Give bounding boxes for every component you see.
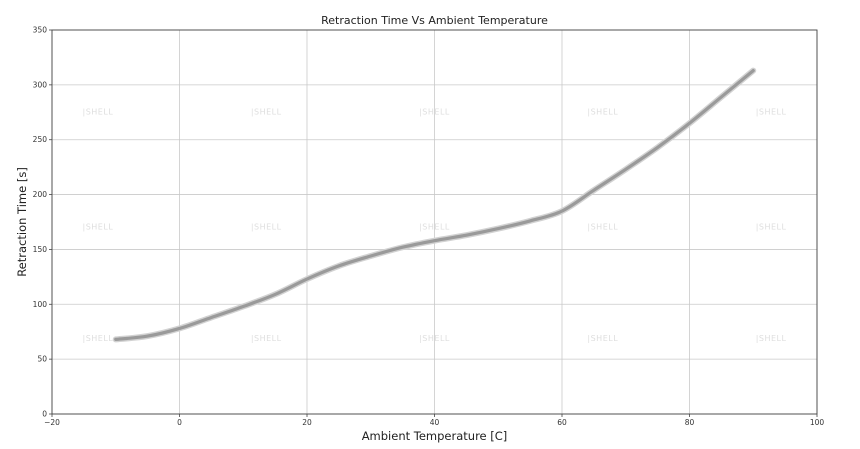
y-tick-label: 50 (37, 355, 47, 364)
watermark-text: |SHELL (83, 107, 114, 116)
watermark-text: |SHELL (251, 334, 282, 343)
watermark-text: |SHELL (756, 107, 787, 116)
y-tick-label: 150 (33, 245, 48, 254)
gridlines (51, 29, 818, 415)
y-tick-label: 300 (33, 80, 48, 89)
watermark-text: |SHELL (587, 223, 618, 232)
watermark-text: |SHELL (251, 223, 282, 232)
x-tick-label: 0 (177, 418, 182, 427)
watermark-text: |SHELL (83, 223, 114, 232)
y-tick-label: 200 (33, 190, 48, 199)
x-tick-label: 100 (810, 418, 825, 427)
x-tick-label: −20 (44, 418, 60, 427)
watermarks: |SHELL |SHELL |SHELL |SHELL |SHELL |SHELL |SHE… (83, 107, 787, 343)
watermark-text: |SHELL (419, 223, 450, 232)
x-tick-label: 20 (302, 418, 312, 427)
watermark-text: |SHELL (83, 334, 114, 343)
watermark-text: |SHELL (419, 334, 450, 343)
chart-title: Retraction Time Vs Ambient Temperature (321, 14, 548, 27)
watermark-text: |SHELL (587, 334, 618, 343)
series-layer (112, 67, 757, 343)
watermark-text: |SHELL (587, 107, 618, 116)
y-tick-label: 100 (33, 300, 48, 309)
watermark-text: |SHELL (756, 223, 787, 232)
y-tick-label: 350 (33, 26, 48, 35)
watermark-text: |SHELL (251, 107, 282, 116)
x-tick-label: 40 (430, 418, 440, 427)
x-tick-label: 60 (557, 418, 567, 427)
y-axis-label: Retraction Time [s] (15, 167, 29, 277)
y-tick-label: 0 (42, 410, 47, 419)
y-tick-label: 250 (33, 135, 48, 144)
watermark-text: |SHELL (756, 334, 787, 343)
x-tick-label: 80 (685, 418, 695, 427)
x-axis-label: Ambient Temperature [C] (362, 429, 508, 443)
watermark-text: |SHELL (419, 107, 450, 116)
series-line (114, 68, 755, 341)
